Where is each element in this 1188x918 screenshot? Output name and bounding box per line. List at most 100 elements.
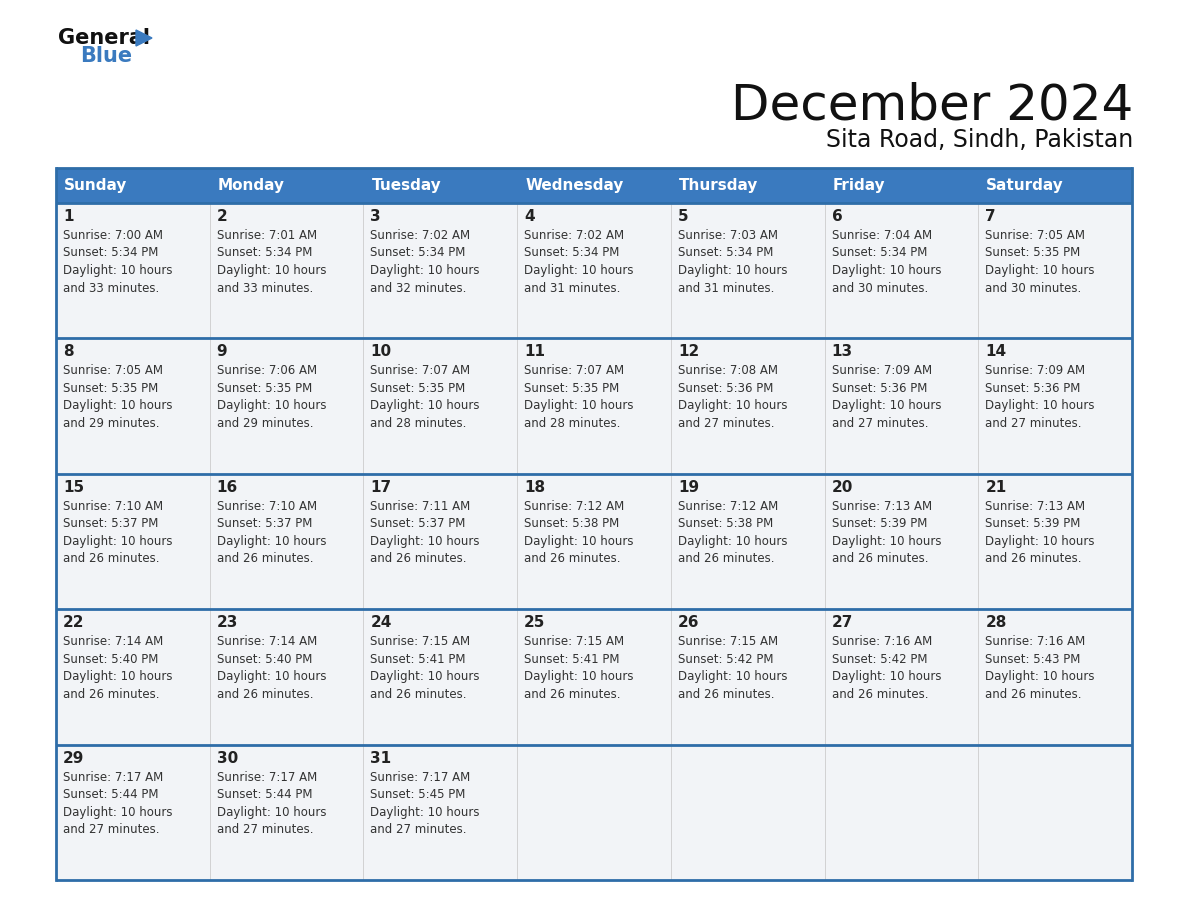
Text: Sunrise: 7:14 AM: Sunrise: 7:14 AM [63,635,163,648]
Text: December 2024: December 2024 [731,82,1133,130]
Bar [210,168,364,203]
Text: Sunrise: 7:17 AM: Sunrise: 7:17 AM [216,770,317,784]
Text: Sunset: 5:36 PM: Sunset: 5:36 PM [678,382,773,395]
Text: 31: 31 [371,751,392,766]
Text: and 33 minutes.: and 33 minutes. [63,282,159,295]
Text: 28: 28 [985,615,1006,630]
Bar [824,168,978,203]
Bar [56,474,210,610]
Text: Sunset: 5:38 PM: Sunset: 5:38 PM [678,518,773,531]
Text: Sunset: 5:41 PM: Sunset: 5:41 PM [524,653,620,666]
Text: 18: 18 [524,480,545,495]
Text: Daylight: 10 hours: Daylight: 10 hours [985,670,1095,683]
Text: Sunset: 5:35 PM: Sunset: 5:35 PM [985,247,1081,260]
Bar [517,610,671,744]
Text: and 26 minutes.: and 26 minutes. [216,553,314,565]
Bar [364,168,517,203]
Text: 3: 3 [371,209,381,224]
Text: Daylight: 10 hours: Daylight: 10 hours [524,535,633,548]
Text: 9: 9 [216,344,227,360]
Text: and 29 minutes.: and 29 minutes. [63,417,159,430]
Bar [978,203,1132,339]
Text: and 26 minutes.: and 26 minutes. [216,688,314,700]
Text: General: General [58,28,150,48]
Text: 13: 13 [832,344,853,360]
Bar [56,610,210,744]
Text: Sunrise: 7:13 AM: Sunrise: 7:13 AM [985,499,1086,513]
Text: Sunrise: 7:16 AM: Sunrise: 7:16 AM [832,635,931,648]
Text: Daylight: 10 hours: Daylight: 10 hours [216,670,327,683]
Text: Daylight: 10 hours: Daylight: 10 hours [63,670,172,683]
Text: 1: 1 [63,209,74,224]
Text: Sunrise: 7:02 AM: Sunrise: 7:02 AM [524,229,624,242]
Text: Daylight: 10 hours: Daylight: 10 hours [63,535,172,548]
Text: Daylight: 10 hours: Daylight: 10 hours [832,670,941,683]
Text: Sunset: 5:43 PM: Sunset: 5:43 PM [985,653,1081,666]
Text: and 26 minutes.: and 26 minutes. [985,688,1082,700]
Bar [978,168,1132,203]
Bar [517,474,671,610]
Bar [978,610,1132,744]
Text: Sunrise: 7:04 AM: Sunrise: 7:04 AM [832,229,931,242]
Bar [364,474,517,610]
Bar [210,339,364,474]
Text: and 29 minutes.: and 29 minutes. [216,417,314,430]
Text: Sunset: 5:37 PM: Sunset: 5:37 PM [63,518,158,531]
Text: Sunrise: 7:10 AM: Sunrise: 7:10 AM [216,499,317,513]
Text: Sunrise: 7:01 AM: Sunrise: 7:01 AM [216,229,317,242]
Text: Sunset: 5:36 PM: Sunset: 5:36 PM [832,382,927,395]
Text: Daylight: 10 hours: Daylight: 10 hours [832,535,941,548]
Text: Sunset: 5:39 PM: Sunset: 5:39 PM [985,518,1081,531]
Text: and 26 minutes.: and 26 minutes. [371,553,467,565]
Polygon shape [135,30,152,46]
Bar [517,744,671,880]
Text: Sunrise: 7:16 AM: Sunrise: 7:16 AM [985,635,1086,648]
Text: Daylight: 10 hours: Daylight: 10 hours [678,264,788,277]
Text: and 28 minutes.: and 28 minutes. [524,417,620,430]
Text: 8: 8 [63,344,74,360]
Text: Sunset: 5:35 PM: Sunset: 5:35 PM [63,382,158,395]
Text: Sunset: 5:44 PM: Sunset: 5:44 PM [216,788,312,801]
Bar [56,339,210,474]
Text: Daylight: 10 hours: Daylight: 10 hours [678,535,788,548]
Text: Sunset: 5:40 PM: Sunset: 5:40 PM [63,653,158,666]
Bar [671,168,824,203]
Text: Sunrise: 7:13 AM: Sunrise: 7:13 AM [832,499,931,513]
Text: Sita Road, Sindh, Pakistan: Sita Road, Sindh, Pakistan [826,128,1133,152]
Text: Friday: Friday [833,178,885,193]
Bar [210,744,364,880]
Bar [824,474,978,610]
Text: Daylight: 10 hours: Daylight: 10 hours [371,535,480,548]
Bar [824,339,978,474]
Text: Daylight: 10 hours: Daylight: 10 hours [371,806,480,819]
Text: 22: 22 [63,615,84,630]
Text: Sunrise: 7:00 AM: Sunrise: 7:00 AM [63,229,163,242]
Text: and 28 minutes.: and 28 minutes. [371,417,467,430]
Text: Sunrise: 7:17 AM: Sunrise: 7:17 AM [371,770,470,784]
Text: Sunset: 5:39 PM: Sunset: 5:39 PM [832,518,927,531]
Text: Sunrise: 7:06 AM: Sunrise: 7:06 AM [216,364,317,377]
Bar [517,168,671,203]
Text: Daylight: 10 hours: Daylight: 10 hours [524,670,633,683]
Text: Sunrise: 7:05 AM: Sunrise: 7:05 AM [985,229,1086,242]
Text: Sunrise: 7:07 AM: Sunrise: 7:07 AM [524,364,624,377]
Text: and 26 minutes.: and 26 minutes. [63,553,159,565]
Bar [824,203,978,339]
Bar [671,610,824,744]
Text: 19: 19 [678,480,699,495]
Text: Sunset: 5:42 PM: Sunset: 5:42 PM [832,653,927,666]
Text: Tuesday: Tuesday [372,178,441,193]
Text: Sunrise: 7:07 AM: Sunrise: 7:07 AM [371,364,470,377]
Text: Sunset: 5:34 PM: Sunset: 5:34 PM [678,247,773,260]
Text: Sunset: 5:35 PM: Sunset: 5:35 PM [216,382,312,395]
Text: 24: 24 [371,615,392,630]
Text: Sunrise: 7:17 AM: Sunrise: 7:17 AM [63,770,163,784]
Text: Daylight: 10 hours: Daylight: 10 hours [832,399,941,412]
Text: Daylight: 10 hours: Daylight: 10 hours [985,535,1095,548]
Text: 15: 15 [63,480,84,495]
Text: 25: 25 [524,615,545,630]
Text: Sunrise: 7:03 AM: Sunrise: 7:03 AM [678,229,778,242]
Text: Sunset: 5:41 PM: Sunset: 5:41 PM [371,653,466,666]
Bar [671,474,824,610]
Text: Sunrise: 7:15 AM: Sunrise: 7:15 AM [678,635,778,648]
